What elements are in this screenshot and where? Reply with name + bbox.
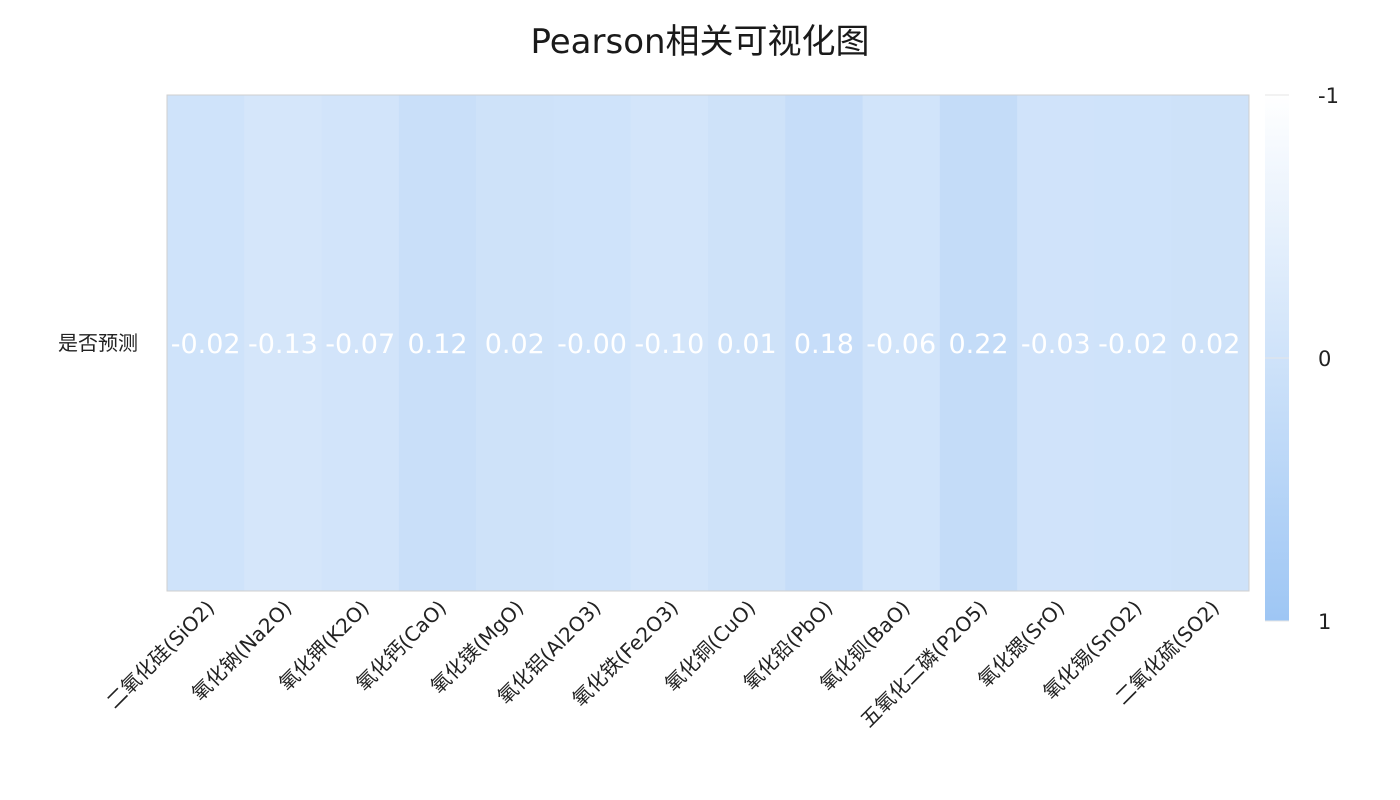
heatmap-cell	[862, 95, 941, 591]
cell-value-label: -0.02	[1098, 329, 1168, 360]
heatmap-cell	[708, 95, 786, 591]
cell-value-label: -0.00	[557, 329, 627, 360]
y-tick-label: 是否预测	[58, 331, 138, 355]
heatmap-cell	[167, 95, 245, 591]
cell-value-label: -0.06	[866, 329, 936, 360]
heatmap-cell	[553, 95, 632, 591]
cell-value-label: -0.10	[634, 329, 704, 360]
colorbar-tick-label: 1	[1318, 610, 1331, 634]
heatmap-cell	[476, 95, 554, 591]
heatmap-cell	[785, 95, 864, 591]
heatmap-cell	[1017, 95, 1095, 591]
heatmap-cell	[939, 95, 1018, 591]
cell-value-label: -0.03	[1021, 329, 1091, 360]
heatmap-cell	[398, 95, 477, 591]
chart-title: Pearson相关可视化图	[530, 22, 870, 62]
heatmap-cell	[630, 95, 709, 591]
colorbar-tick-label: 0	[1318, 347, 1331, 371]
cell-value-label: 0.22	[948, 329, 1008, 360]
cell-value-label: -0.13	[248, 329, 318, 360]
heatmap-cell	[1171, 95, 1250, 591]
heatmap-cell	[244, 95, 323, 591]
cell-value-label: 0.12	[407, 329, 467, 360]
heatmap-cell	[321, 95, 400, 591]
plot-border	[166, 94, 1250, 592]
colorbar-tick-label: -1	[1318, 84, 1339, 108]
cell-value-label: -0.07	[325, 329, 395, 360]
cell-value-label: 0.02	[1180, 329, 1240, 360]
cell-value-label: 0.01	[717, 329, 777, 360]
cell-value-label: -0.02	[171, 329, 241, 360]
cell-value-label: 0.18	[794, 329, 854, 360]
cell-value-label: 0.02	[485, 329, 545, 360]
heatmap-cell	[1094, 95, 1173, 591]
